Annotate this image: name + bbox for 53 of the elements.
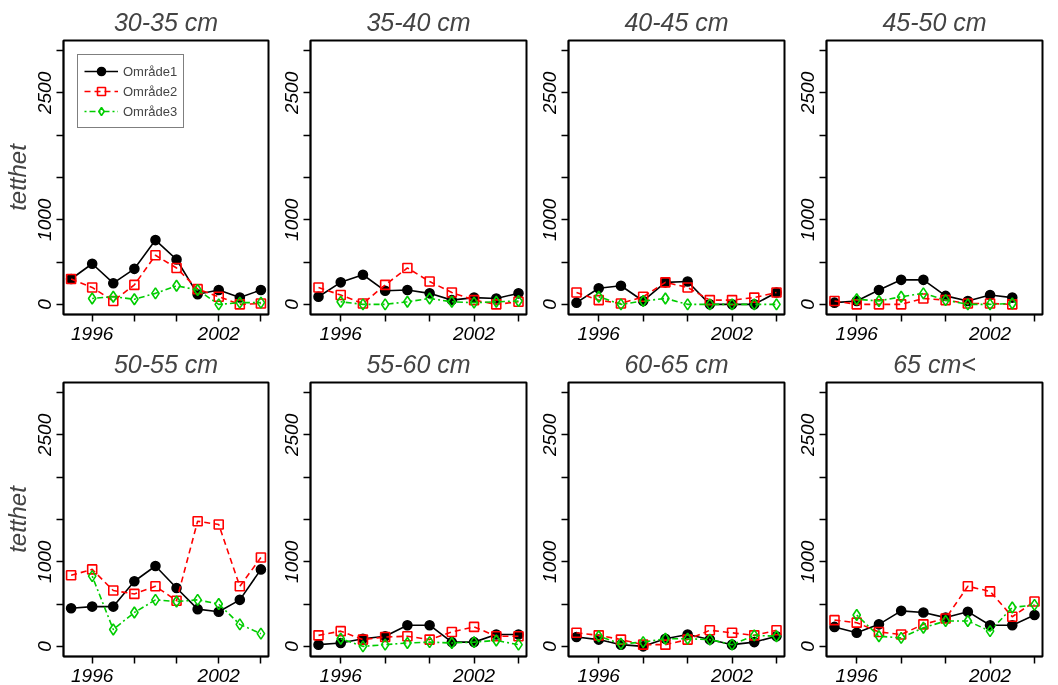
x-tick-label: 1996: [319, 664, 363, 685]
chart-title: 35-40 cm: [366, 7, 471, 36]
x-tick-label: 2002: [196, 322, 241, 344]
chart-title: 45-50 cm: [882, 7, 987, 36]
y-tick-label: 1000: [281, 540, 303, 583]
x-tick-label: 1996: [577, 664, 621, 685]
y-tick-label: 2500: [34, 71, 56, 116]
chart-title: 30-35 cm: [113, 7, 219, 36]
legend-label: Område2: [123, 83, 178, 99]
y-tick-label: 2500: [539, 71, 561, 116]
y-axis-title: tetthet: [3, 484, 31, 553]
y-tick-label: 1000: [281, 198, 303, 241]
x-tick-label: 1996: [71, 322, 114, 344]
y-tick-label: 0: [34, 640, 56, 652]
y-tick-label: 0: [797, 298, 819, 310]
y-tick-label: 1000: [797, 540, 819, 583]
legend-label: Område3: [123, 103, 178, 119]
y-tick-label: 1000: [34, 198, 56, 241]
x-tick-label: 1996: [319, 322, 363, 344]
y-tick-label: 1000: [34, 540, 56, 583]
x-tick-label: 1996: [835, 322, 879, 344]
x-tick-label: 2002: [967, 664, 1012, 685]
y-tick-label: 1000: [797, 198, 819, 241]
y-tick-label: 0: [539, 298, 561, 310]
chart-title: 60-65 cm: [624, 349, 729, 378]
x-tick-label: 2002: [709, 664, 754, 685]
x-tick-label: 2002: [196, 664, 241, 685]
chart-title: 55-60 cm: [366, 349, 471, 378]
x-tick-label: 2002: [451, 664, 496, 685]
x-tick-label: 1996: [577, 322, 621, 344]
y-tick-label: 1000: [539, 540, 561, 583]
y-tick-label: 0: [281, 640, 303, 652]
y-tick-label: 2500: [34, 413, 56, 458]
y-tick-label: 2500: [797, 413, 819, 458]
y-tick-label: 0: [797, 640, 819, 652]
y-tick-label: 2500: [281, 413, 303, 458]
y-tick-label: 0: [34, 298, 56, 310]
y-tick-label: 2500: [539, 413, 561, 458]
y-tick-label: 0: [281, 298, 303, 310]
x-tick-label: 2002: [709, 322, 754, 344]
y-axis-title: tetthet: [3, 142, 31, 211]
y-tick-label: 0: [539, 640, 561, 652]
legend-label: Område1: [123, 63, 178, 79]
y-tick-label: 2500: [281, 71, 303, 116]
chart-title: 50-55 cm: [113, 349, 219, 378]
x-tick-label: 1996: [835, 664, 879, 685]
y-tick-label: 2500: [797, 71, 819, 116]
x-tick-label: 2002: [451, 322, 496, 344]
x-tick-label: 2002: [967, 322, 1012, 344]
x-tick-label: 1996: [71, 664, 114, 685]
chart-title: 65 cm<: [893, 349, 976, 378]
y-tick-label: 1000: [539, 198, 561, 241]
chart-title: 40-45 cm: [624, 7, 729, 36]
